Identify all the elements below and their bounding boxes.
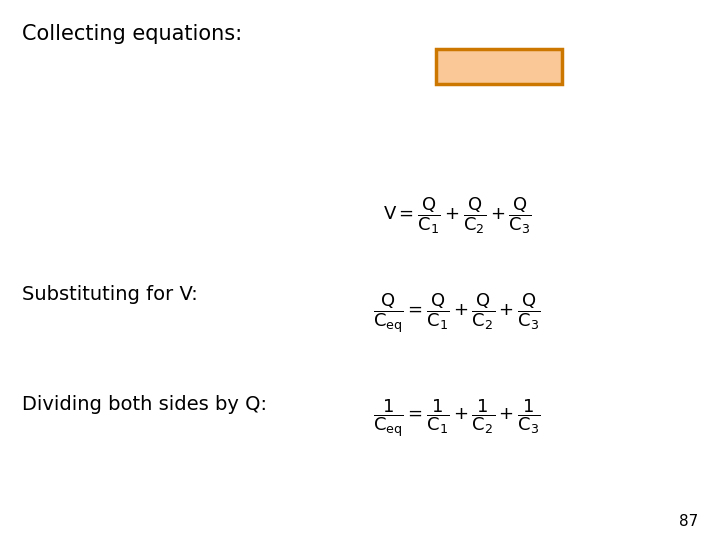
- Text: $\mathrm{\dfrac{1}{C_{eq}} = \dfrac{1}{C_1} + \dfrac{1}{C_2} + \dfrac{1}{C_3}}$: $\mathrm{\dfrac{1}{C_{eq}} = \dfrac{1}{C…: [373, 397, 541, 440]
- Bar: [436, 49, 562, 84]
- Text: $\mathrm{\dfrac{Q}{C_{eq}} = \dfrac{Q}{C_1} + \dfrac{Q}{C_2} + \dfrac{Q}{C_3}}$: $\mathrm{\dfrac{Q}{C_{eq}} = \dfrac{Q}{C…: [373, 291, 541, 335]
- Text: $\mathrm{V = \dfrac{Q}{C_1} + \dfrac{Q}{C_2} + \dfrac{Q}{C_3}}$: $\mathrm{V = \dfrac{Q}{C_1} + \dfrac{Q}{…: [383, 195, 531, 237]
- Text: Collecting equations:: Collecting equations:: [22, 24, 242, 44]
- Text: 87: 87: [679, 514, 698, 529]
- Text: Substituting for V:: Substituting for V:: [22, 285, 197, 304]
- Text: Dividing both sides by Q:: Dividing both sides by Q:: [22, 395, 266, 415]
